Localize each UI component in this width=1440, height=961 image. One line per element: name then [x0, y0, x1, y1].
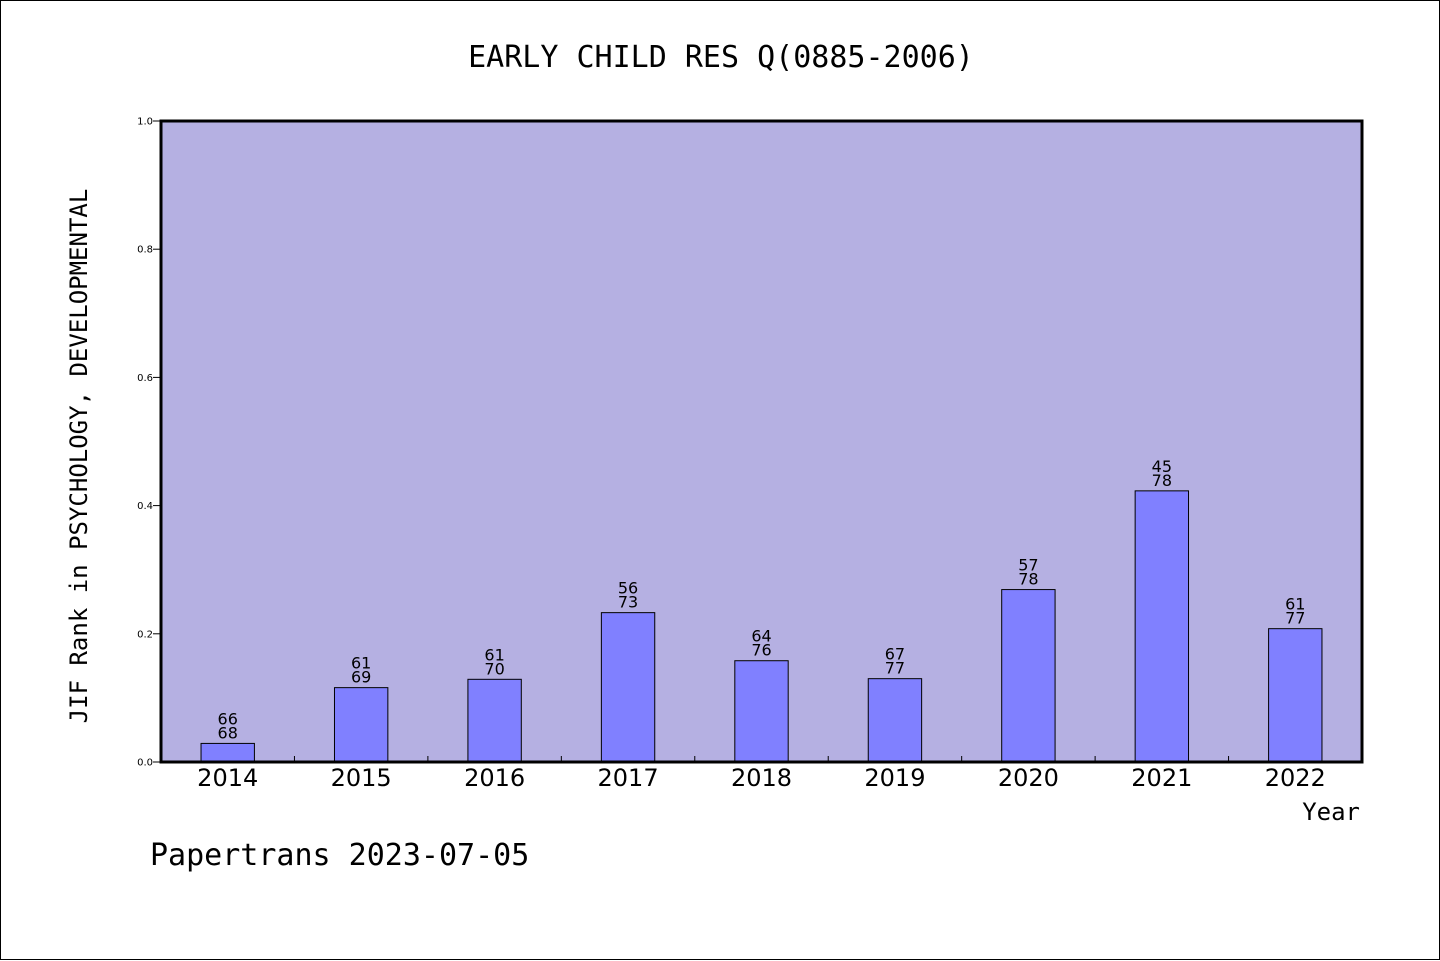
bar-rank-label: 56: [618, 579, 638, 598]
x-axis-label: Year: [1302, 798, 1360, 826]
bar-total-label: 70: [484, 659, 504, 678]
bar-2021: [1134, 490, 1190, 763]
bar-total-label: 69: [351, 668, 371, 687]
x-tick-label: 2017: [598, 764, 659, 792]
y-tick-label: 1.0: [137, 117, 153, 128]
x-tick-label: 2021: [1131, 764, 1192, 792]
bar-2014: [200, 742, 255, 763]
bar-2019: [867, 678, 923, 763]
bar-2015: [333, 687, 389, 763]
x-tick-label: 2018: [731, 764, 792, 792]
bar-rank-label: 61: [484, 645, 504, 664]
bar-total-label: 76: [751, 641, 771, 660]
bar-total-label: 73: [618, 593, 638, 612]
bar-2022: [1268, 628, 1323, 763]
y-tick-label: 0.6: [137, 373, 153, 384]
bar-rank-label: 57: [1018, 556, 1038, 575]
x-tick-label: 2016: [464, 764, 525, 792]
bar-total-label: 77: [885, 659, 905, 678]
bar-2017: [600, 612, 656, 763]
bar-total-label: 78: [1018, 570, 1038, 589]
y-tick-label: 0.8: [137, 245, 153, 256]
y-axis-label: JIF Rank in PSYCHOLOGY, DEVELOPMENTAL: [65, 189, 93, 724]
bar-total-label: 68: [218, 723, 238, 742]
plot-border: [159, 119, 1364, 764]
bar-total-label: 77: [1285, 609, 1305, 628]
y-tick-label: 0.2: [137, 629, 153, 640]
y-tick-label: 0.4: [137, 501, 153, 512]
x-tick-label: 2019: [864, 764, 925, 792]
bar-2020: [1001, 589, 1056, 763]
x-axis-ticks: 2014 2015 2016 2017 2018 2019 2020 2021 2022: [197, 756, 1326, 792]
bar-2018: [734, 660, 789, 763]
x-tick-label: 2015: [331, 764, 392, 792]
y-axis-ticks: 0.0 0.2 0.4 0.6 0.8 1.0: [137, 117, 161, 769]
x-tick-label: 2022: [1265, 764, 1326, 792]
y-tick-label: 0.0: [137, 758, 153, 769]
x-tick-label: 2020: [998, 764, 1059, 792]
bar-rank-label: 61: [1285, 595, 1305, 614]
footer-text: Papertrans 2023-07-05: [150, 838, 529, 873]
bar-rank-label: 61: [351, 654, 371, 673]
bar-rank-label: 64: [751, 627, 771, 646]
bar-2016: [467, 678, 522, 763]
bar-total-label: 78: [1152, 471, 1172, 490]
bars-group: [200, 490, 1323, 763]
bar-rank-label: 45: [1152, 457, 1172, 476]
bar-rank-label: 66: [218, 709, 238, 728]
x-tick-label: 2014: [197, 764, 258, 792]
bar-rank-label: 67: [885, 645, 905, 664]
chart-title: EARLY CHILD RES Q(0885-2006): [468, 40, 974, 75]
